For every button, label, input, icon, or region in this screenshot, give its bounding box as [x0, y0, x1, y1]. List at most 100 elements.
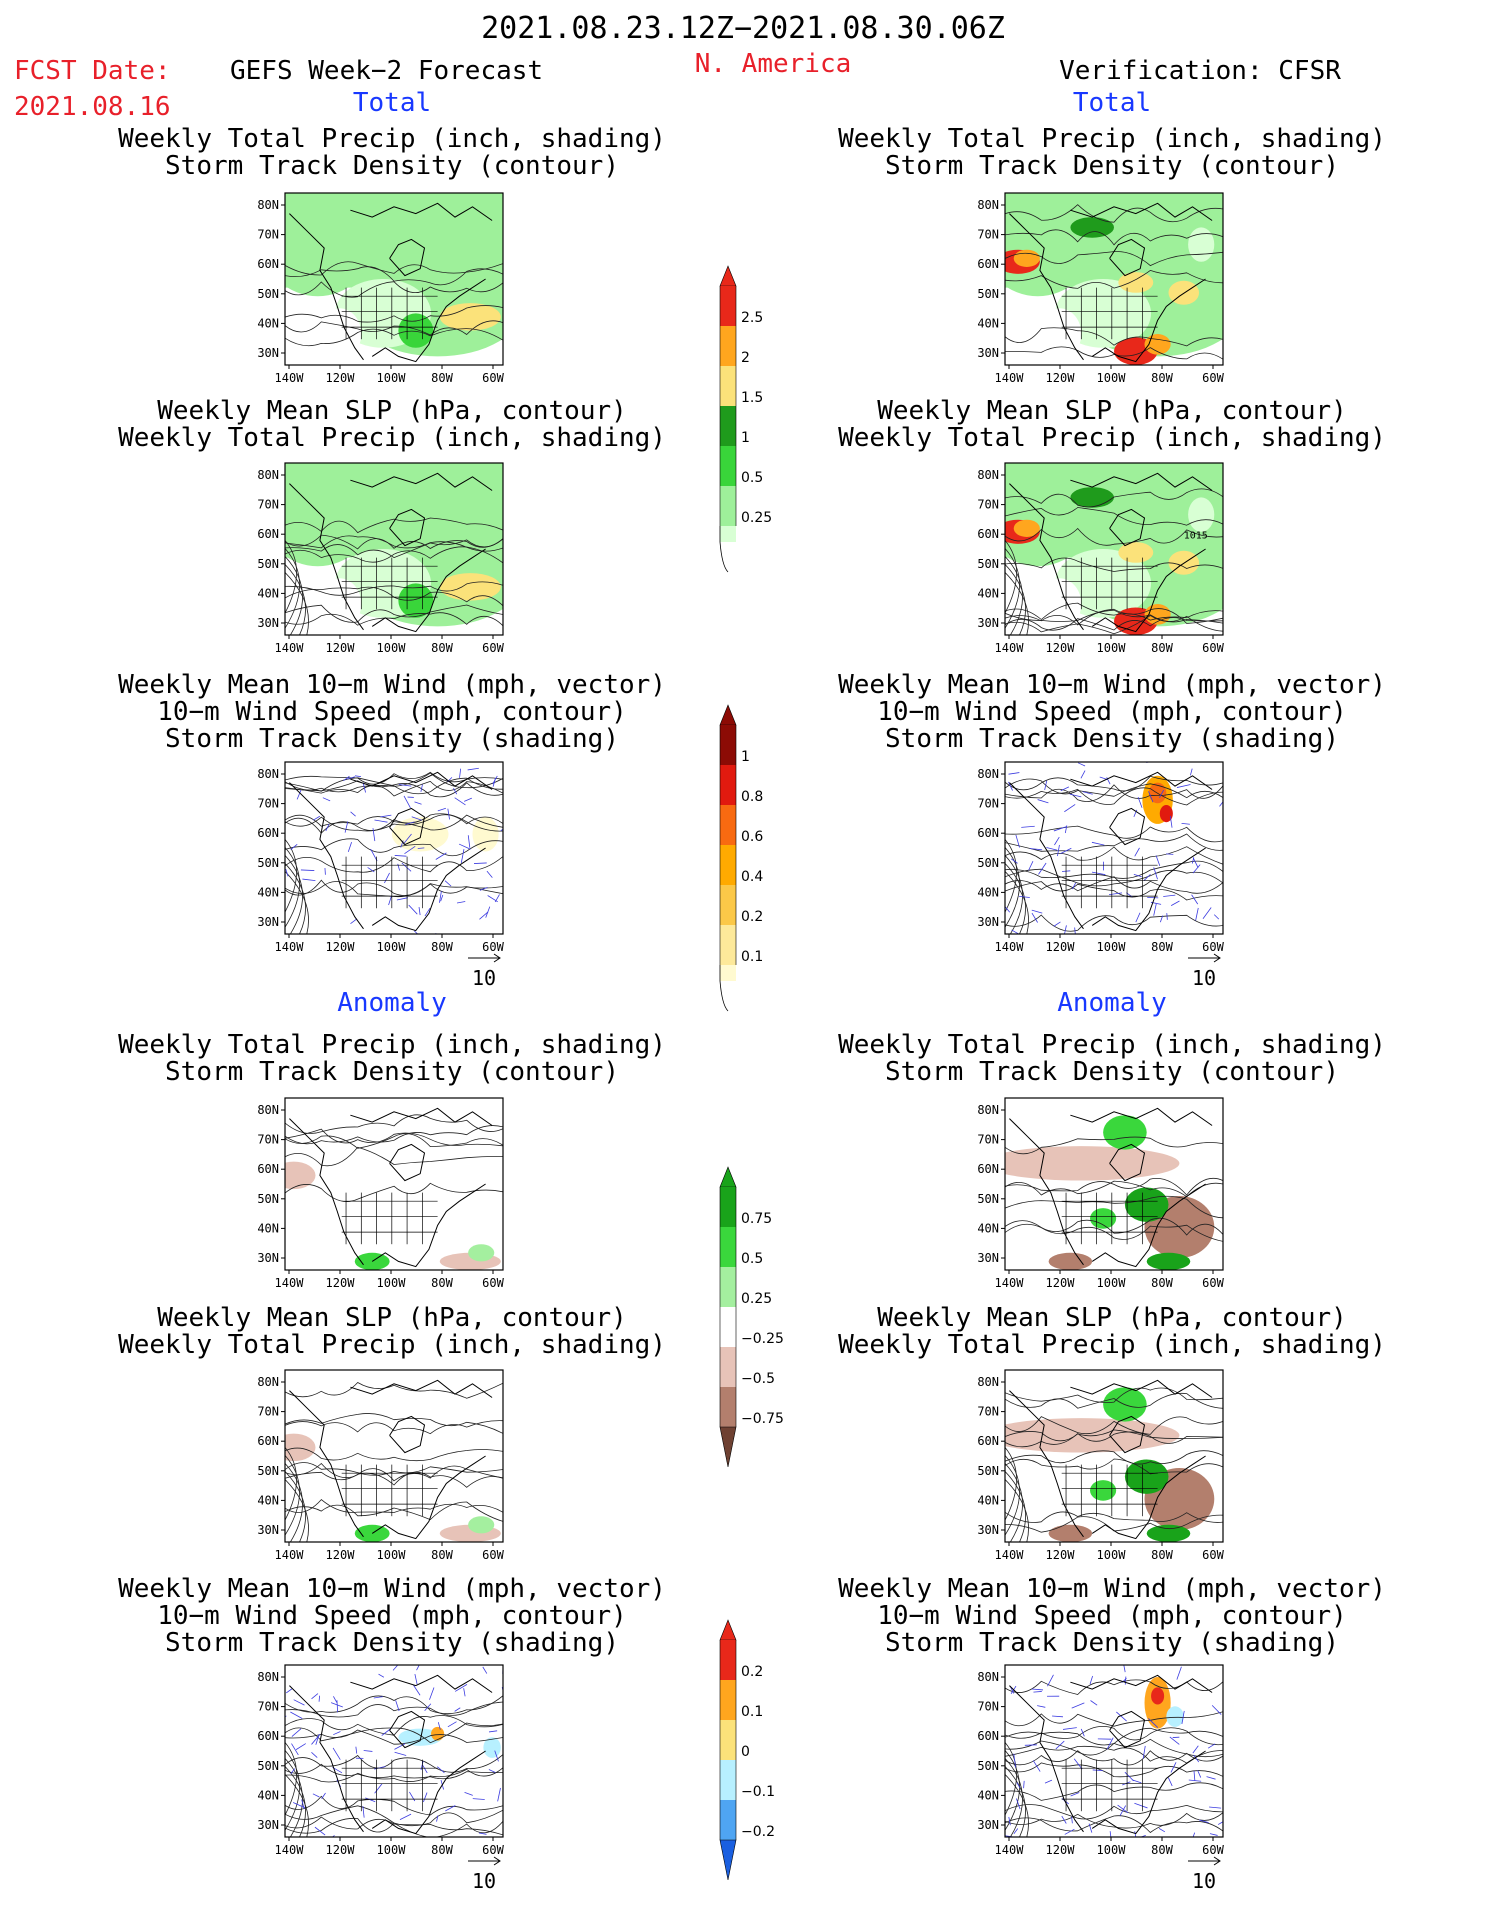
- lat-tick-label: 80N: [257, 1375, 279, 1389]
- lat-tick-label: 60N: [977, 1162, 999, 1176]
- panel-title-line: Weekly Mean SLP (hPa, contour): [157, 396, 627, 426]
- lat-tick-label: 70N: [977, 498, 999, 512]
- lat-tick-label: 80N: [257, 198, 279, 212]
- lon-tick-label: 120W: [1046, 1548, 1076, 1562]
- vector-scale-label: 10: [472, 1869, 496, 1893]
- lon-tick-label: 120W: [326, 1843, 356, 1857]
- lon-tick-label: 80W: [1151, 371, 1173, 385]
- lon-tick-label: 120W: [326, 371, 356, 385]
- panel-title-line: 10−m Wind Speed (mph, contour): [157, 697, 627, 727]
- lon-tick-label: 80W: [431, 1843, 453, 1857]
- lat-tick-label: 30N: [257, 915, 279, 929]
- lat-tick-label: 60N: [257, 1162, 279, 1176]
- colorbar-tick-label: −0.25: [741, 1331, 784, 1347]
- lat-tick-label: 30N: [257, 346, 279, 360]
- panel-title-line: 10−m Wind Speed (mph, contour): [877, 1601, 1347, 1631]
- lat-tick-label: 40N: [257, 316, 279, 330]
- lon-tick-label: 100W: [377, 1276, 407, 1290]
- panel-title-line: Weekly Mean SLP (hPa, contour): [877, 396, 1347, 426]
- colorbar-tick-label: 0.75: [741, 1211, 772, 1227]
- panel-title-line: Storm Track Density (contour): [165, 1057, 619, 1087]
- panel-title-line: Weekly Total Precip (inch, shading): [118, 423, 666, 453]
- lat-tick-label: 70N: [977, 228, 999, 242]
- colorbar-tick-label: 0.1: [741, 949, 763, 965]
- panel-title-line: Storm Track Density (shading): [885, 1628, 1339, 1658]
- colorbar-tick-label: 0.5: [741, 470, 763, 486]
- colorbar-tick-label: −0.1: [741, 1784, 775, 1800]
- lon-tick-label: 80W: [1151, 641, 1173, 655]
- lon-tick-label: 100W: [377, 1548, 407, 1562]
- lon-tick-label: 60W: [482, 641, 504, 655]
- colorbar-precip-total: 2.5 2 1.5 1 0.5 0.25: [719, 265, 772, 573]
- colorbar-tick-label: 0.6: [741, 829, 763, 845]
- panel-title-line: Weekly Mean 10−m Wind (mph, vector): [118, 1574, 666, 1604]
- colorbar-tick-label: −0.75: [741, 1411, 784, 1427]
- map-panel-total-precip-verification: 80N 70N 60N 50N 40N 30N 140W 120W 100W 80W 60W: [977, 192, 1225, 385]
- colorbar-tick-label: 2: [741, 350, 750, 366]
- lat-tick-label: 50N: [977, 1759, 999, 1773]
- panel-title-line: Weekly Mean SLP (hPa, contour): [877, 1303, 1347, 1333]
- colorbar-tick-label: 0.2: [741, 1664, 763, 1680]
- lat-tick-label: 50N: [977, 287, 999, 301]
- lon-tick-label: 120W: [326, 1548, 356, 1562]
- vector-scale-reference: 10: [1188, 953, 1221, 990]
- lat-tick-label: 60N: [977, 1434, 999, 1448]
- contour-value-label: 1015: [1184, 531, 1208, 542]
- lat-tick-label: 80N: [257, 767, 279, 781]
- panel-title-line: 10−m Wind Speed (mph, contour): [157, 1601, 627, 1631]
- vector-scale-label: 10: [1192, 966, 1216, 990]
- lat-tick-label: 80N: [257, 1103, 279, 1117]
- colorbar-storm-total: 1 0.8 0.6 0.4 0.2 0.1: [719, 704, 763, 1012]
- lat-tick-label: 80N: [977, 1103, 999, 1117]
- colorbar-tick-label: 0.25: [741, 1291, 772, 1307]
- lat-tick-label: 40N: [977, 1221, 999, 1235]
- lon-tick-label: 120W: [1046, 371, 1076, 385]
- panel-title-line: Weekly Mean 10−m Wind (mph, vector): [838, 670, 1386, 700]
- lon-tick-label: 80W: [1151, 1843, 1173, 1857]
- lat-tick-label: 30N: [977, 1818, 999, 1832]
- lon-tick-label: 140W: [275, 371, 305, 385]
- lon-tick-label: 120W: [1046, 641, 1076, 655]
- lat-tick-label: 50N: [977, 1192, 999, 1206]
- colorbar-tick-label: 1.5: [741, 390, 763, 406]
- lon-tick-label: 80W: [431, 1548, 453, 1562]
- section-anomaly-left: Anomaly: [337, 988, 447, 1018]
- lat-tick-label: 60N: [977, 527, 999, 541]
- colorbar-tick-label: 0.5: [741, 1251, 763, 1267]
- colorbar-tick-label: −0.5: [741, 1371, 775, 1387]
- lon-tick-label: 100W: [377, 940, 407, 954]
- lat-tick-label: 60N: [257, 527, 279, 541]
- section-total-left: Total: [352, 88, 432, 118]
- lon-tick-label: 60W: [1202, 371, 1224, 385]
- map-panel-anomaly-precip-verification: 80N 70N 60N 50N 40N 30N 140W 120W 100W 80W 60W: [977, 1097, 1225, 1290]
- colorbar-tick-label: −0.2: [741, 1824, 775, 1840]
- map-panel-anomaly-precip-forecast: 80N 70N 60N 50N 40N 30N 140W 120W 100W 80W 60W: [257, 1097, 505, 1290]
- lon-tick-label: 60W: [482, 1843, 504, 1857]
- lon-tick-label: 80W: [431, 371, 453, 385]
- lon-tick-label: 100W: [1097, 1548, 1127, 1562]
- lon-tick-label: 100W: [1097, 371, 1127, 385]
- lat-tick-label: 70N: [257, 797, 279, 811]
- lon-tick-label: 120W: [1046, 1843, 1076, 1857]
- section-total-right: Total: [1072, 88, 1152, 118]
- colorbar-tick-label: 1: [741, 749, 750, 765]
- lon-tick-label: 140W: [275, 641, 305, 655]
- panel-title-line: Weekly Total Precip (inch, shading): [838, 1330, 1386, 1360]
- map-panel-total-precip-forecast: 80N 70N 60N 50N 40N 30N 140W 120W 100W 80W 60W: [257, 192, 505, 385]
- vector-scale-reference: 10: [468, 953, 501, 990]
- panel-title-line: Weekly Total Precip (inch, shading): [838, 124, 1386, 154]
- map-panel-total-slp-forecast: 80N 70N 60N 50N 40N 30N 140W 120W 100W 80W 60W: [257, 462, 505, 655]
- colorbar-tick-label: 0.1: [741, 1704, 763, 1720]
- section-anomaly-right: Anomaly: [1057, 988, 1167, 1018]
- lon-tick-label: 140W: [995, 371, 1025, 385]
- lon-tick-label: 100W: [377, 1843, 407, 1857]
- vector-scale-reference: 10: [468, 1856, 501, 1893]
- lon-tick-label: 100W: [1097, 1276, 1127, 1290]
- lat-tick-label: 50N: [257, 287, 279, 301]
- lon-tick-label: 140W: [995, 1548, 1025, 1562]
- panel-title-line: Storm Track Density (contour): [885, 1057, 1339, 1087]
- lat-tick-label: 70N: [257, 1700, 279, 1714]
- lat-tick-label: 40N: [977, 1493, 999, 1507]
- lat-tick-label: 70N: [977, 1133, 999, 1147]
- lon-tick-label: 60W: [482, 1276, 504, 1290]
